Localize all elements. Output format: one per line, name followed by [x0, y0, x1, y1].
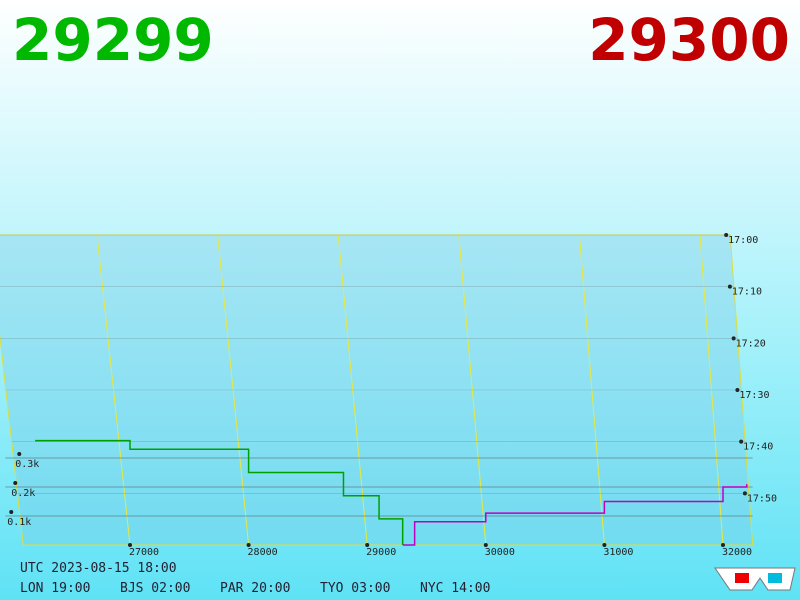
tick-dot — [602, 543, 607, 547]
zone-time: PAR 20:00 — [220, 581, 290, 596]
x-tick-label: 29000 — [366, 547, 396, 558]
x-tick-label: 32000 — [722, 547, 752, 558]
x-tick-label: 28000 — [248, 547, 278, 558]
tick-dot — [13, 481, 18, 485]
time-dot — [735, 388, 740, 392]
time-tick-label: 17:30 — [739, 390, 769, 401]
tick-dot — [17, 452, 22, 456]
time-tick-label: 17:20 — [736, 338, 766, 349]
utc-time: UTC 2023-08-15 18:00 — [20, 561, 177, 576]
tick-dot — [246, 543, 251, 547]
time-tick-label: 17:00 — [728, 235, 758, 246]
time-dot — [742, 491, 747, 496]
grid-line — [458, 234, 487, 546]
z-tick-label: 0.1k — [7, 517, 31, 528]
grid-line — [217, 234, 250, 546]
tick-dot — [365, 543, 370, 547]
bid-price: 29299 — [12, 6, 214, 74]
z-tick-label: 0.3k — [15, 459, 39, 470]
tick-dot — [128, 543, 132, 547]
depth-curve — [402, 484, 748, 546]
tick-dot — [9, 510, 14, 514]
grid-line — [699, 234, 724, 546]
time-dot — [724, 233, 729, 237]
grid-line — [96, 234, 131, 546]
red-lens — [735, 573, 749, 583]
cyan-lens — [768, 573, 782, 583]
x-tick-label: 30000 — [485, 547, 515, 558]
zone-time: BJS 02:00 — [120, 581, 190, 596]
grid-line — [337, 234, 368, 546]
glasses-icon — [714, 567, 796, 591]
ask-price: 29300 — [588, 6, 790, 74]
zone-time: NYC 14:00 — [420, 581, 490, 596]
floor — [0, 234, 754, 546]
time-dot — [731, 336, 736, 341]
z-tick-label: 0.2k — [11, 488, 35, 499]
x-tick-label: 31000 — [603, 547, 633, 558]
x-tick-label: 27000 — [129, 547, 159, 558]
depth-curve — [35, 439, 404, 545]
grid-line — [578, 234, 605, 546]
tick-dot — [483, 543, 488, 547]
time-dot — [727, 284, 732, 289]
plot: 27000 28000 29000 30000 31000 32000 0.1k 0.2k 0.… — [0, 233, 777, 558]
time-tick-label: 17:50 — [747, 493, 777, 504]
time-tick-label: 17:40 — [743, 442, 773, 453]
zone-time: TYO 03:00 — [320, 581, 390, 596]
zone-time: LON 19:00 — [20, 581, 90, 596]
tick-dot — [721, 543, 725, 547]
time-dot — [739, 439, 744, 444]
time-tick-label: 17:10 — [732, 287, 762, 298]
